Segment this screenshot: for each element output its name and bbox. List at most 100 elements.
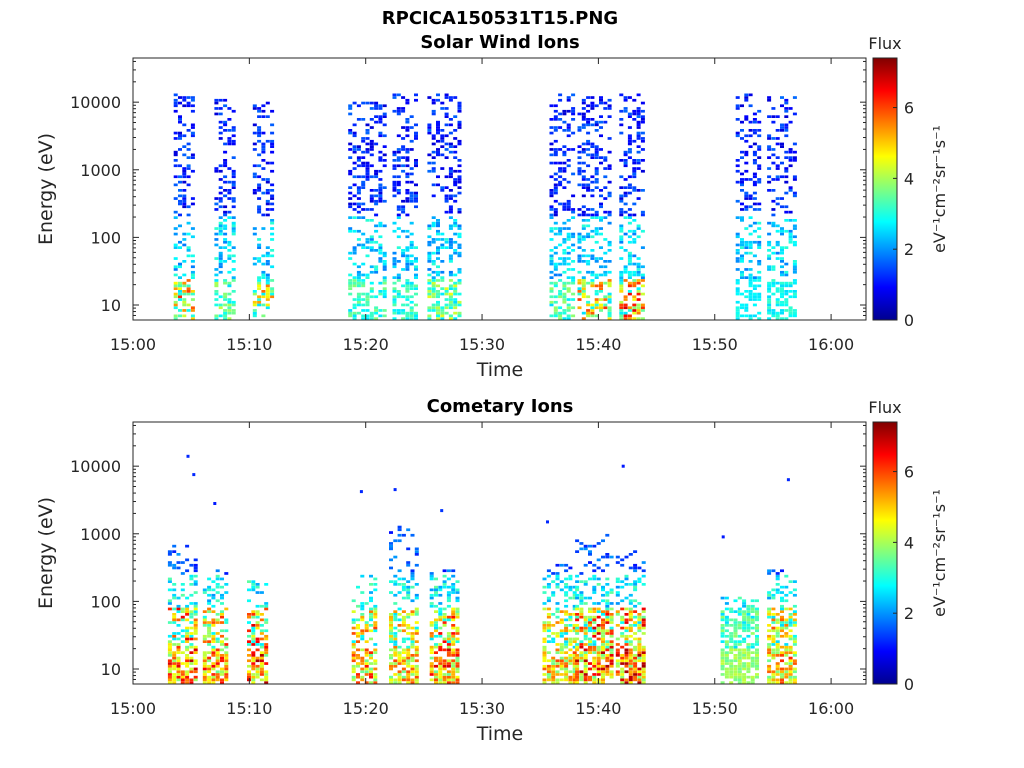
spectrogram-cell [396,159,401,162]
spectrogram-cell [401,210,406,214]
spectrogram-cell [586,309,591,312]
spectrogram-cell [742,604,747,608]
spectrogram-cell [767,654,772,657]
spectrogram-cell [599,232,603,236]
spectrogram-cell [251,662,256,665]
spectrogram-cell [438,659,443,663]
spectrogram-cell [193,569,198,573]
spectrogram-cell [265,199,270,203]
spectrogram-cell [401,533,406,537]
spectrogram-cell [640,120,645,124]
spectrogram-cell [605,640,610,643]
spectrogram-cell [637,640,642,643]
spectrogram-cell [555,610,560,613]
spectrogram-cell [220,610,224,613]
spectrogram-cell [572,651,577,654]
spectrogram-cell [780,129,784,132]
spectrogram-cell [735,107,740,110]
spectrogram-cell [750,645,755,649]
colorbar-title: Flux [868,398,901,417]
spectrogram-cell [748,178,753,181]
spectrogram-cell [788,591,793,594]
spectrogram-cell [599,148,603,151]
spectrogram-cell [624,643,629,646]
spectrogram-cell [356,273,361,277]
spectrogram-cell [451,618,456,622]
spectrogram-cell [180,673,185,676]
spectrogram-cell [633,673,638,676]
spectrogram-cell [261,131,266,135]
spectrogram-cell [348,292,353,296]
spectrogram-cell [627,139,632,143]
spectrogram-cell [592,675,597,679]
spectrogram-cell [186,303,191,307]
spectrogram-cell [364,626,369,630]
spectrogram-cell [247,634,251,638]
spectrogram-cell [440,186,445,189]
spectrogram-cell [744,150,749,154]
spectrogram-cell [572,629,577,633]
spectrogram-cell [429,648,434,652]
spectrogram-cell [438,673,443,676]
spectrogram-cell [444,112,449,116]
spectrogram-cell [378,159,383,162]
spectrogram-cell [186,142,191,146]
spectrogram-cell [446,654,451,657]
spectrogram-cell [436,273,440,277]
spectrogram-cell [628,673,633,676]
spectrogram-cell [442,673,447,676]
spectrogram-cell [746,670,751,674]
spectrogram-cell [172,544,177,548]
spectrogram-cell [356,664,360,668]
spectrogram-cell [562,300,567,304]
spectrogram-cell [373,673,378,676]
spectrogram-cell [615,613,620,616]
spectrogram-cell [261,148,266,151]
spectrogram-cell [792,621,797,624]
spectrogram-cell [265,189,270,192]
solar-wind-x-ticks: 15:00 15:10 15:20 15:30 15:40 15:50 16:00 [110,58,854,354]
spectrogram-cell [609,555,614,559]
spectrogram-cell [446,678,451,682]
spectrogram-cell [632,172,637,176]
spectrogram-cell [173,104,178,108]
spectrogram-cell [255,615,260,619]
spectrogram-cell [583,648,588,652]
spectrogram-cell [586,164,591,168]
spectrogram-cell [193,675,198,679]
spectrogram-cell [436,98,440,102]
spectrogram-cell [590,216,595,219]
spectrogram-cell [624,618,629,622]
spectrogram-cell [599,309,603,312]
spectrogram-cell [558,311,563,315]
spectrogram-cell [588,553,592,556]
spectrogram-cell [414,607,419,611]
spectrogram-cell [601,637,605,641]
spectrogram-cell [641,648,646,652]
spectrogram-cell [190,298,195,301]
spectrogram-cell [740,183,744,187]
spectrogram-cell [586,260,591,263]
spectrogram-cell [189,621,194,624]
spectrogram-cell [551,670,556,674]
spectrogram-cell [733,640,738,643]
spectrogram-cell [735,243,740,247]
spectrogram-cell [214,232,219,236]
spectrogram-cell [369,651,373,654]
spectrogram-cell [562,257,567,260]
spectrogram-cell [627,208,632,211]
spectrogram-cell [356,104,361,108]
spectrogram-cell [448,254,453,258]
spectrogram-cell [451,610,456,613]
spectrogram-cell [401,667,406,671]
spectrogram-cell [572,624,577,627]
spectrogram-cell [215,670,220,674]
spectrogram-cell [627,292,632,296]
spectrogram-cell [446,664,451,668]
spectrogram-cell [562,251,567,255]
spectrogram-cell [744,197,749,200]
spectrogram-cell [740,129,744,132]
spectrogram-cell [405,172,410,176]
spectrogram-cell [455,629,460,633]
spectrogram-cell [438,607,443,611]
